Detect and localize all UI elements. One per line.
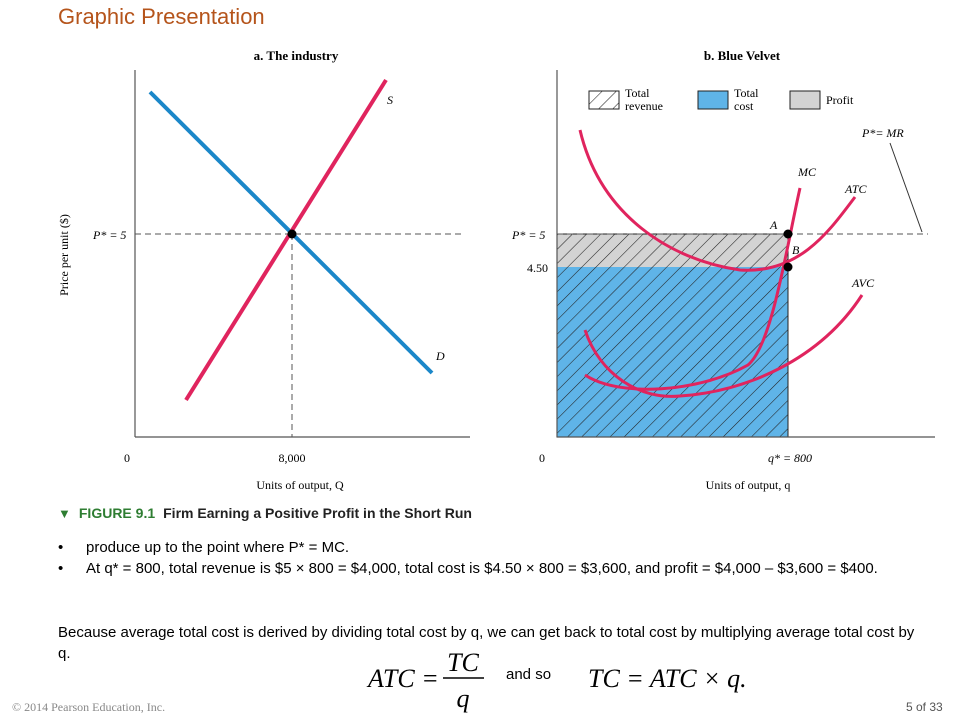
panel-b-q-label: q* = 800 [768, 451, 812, 465]
panel-a-y-label: Price per unit ($) [57, 214, 71, 296]
panel-a-equilibrium-point [287, 229, 297, 239]
bullet-item: • At q* = 800, total revenue is $5 × 800… [58, 558, 918, 579]
legend-swatch-profit [789, 90, 821, 110]
legend-profit: Profit [826, 93, 854, 107]
panel-b-atc-value: 4.50 [527, 261, 548, 275]
page-number: 5 of 33 [906, 700, 943, 714]
panel-b-origin: 0 [539, 451, 545, 465]
pmr-label: P*= MR [861, 126, 904, 140]
legend-swatch-total-revenue [588, 90, 620, 110]
supply-label: S [387, 93, 393, 107]
panel-a-origin: 0 [124, 451, 130, 465]
pmr-leader-line [889, 142, 923, 233]
explanation-paragraph: Because average total cost is derived by… [58, 624, 915, 662]
formula-result: TC = ATC × q. [588, 664, 747, 693]
panel-a: a. The industry Price per unit ($) P* = … [57, 48, 470, 492]
formula: ATC = TC q TC = ATC × q. [366, 648, 747, 713]
legend-total-revenue-line1: Total [625, 86, 650, 100]
panel-b-x-label: Units of output, q [706, 478, 791, 492]
avc-curve [583, 294, 864, 398]
legend-total-revenue-line2: revenue [625, 99, 663, 113]
figure-9-1: a. The industry Price per unit ($) P* = … [57, 48, 935, 492]
mc-curve [584, 187, 802, 391]
legend-total-cost-line1: Total [734, 86, 759, 100]
panel-b-price-label: P* = 5 [511, 228, 545, 242]
copyright: © 2014 Pearson Education, Inc. [12, 700, 166, 714]
bullet-list: • produce up to the point where P* = MC.… [58, 537, 918, 579]
panel-a-x-label: Units of output, Q [256, 478, 344, 492]
bullet-text: produce up to the point where P* = MC. [86, 539, 350, 556]
panel-b-title: b. Blue Velvet [704, 48, 781, 63]
slide-title: Graphic Presentation [58, 4, 265, 29]
atc-curve [578, 129, 857, 272]
panel-b: b. Blue Velvet Total revenue Total cost … [511, 48, 935, 492]
avc-label: AVC [851, 276, 875, 290]
total-revenue-hatch [556, 233, 789, 438]
bullet-text: At q* = 800, total revenue is $5 × 800 =… [86, 560, 878, 577]
caption-text: Firm Earning a Positive Profit in the Sh… [163, 505, 472, 521]
legend-swatch-total-cost [697, 90, 729, 110]
mc-label: MC [797, 165, 817, 179]
atc-label: ATC [844, 182, 868, 196]
legend-total-cost-line2: cost [734, 99, 754, 113]
demand-label: D [435, 349, 445, 363]
point-b [783, 262, 793, 272]
formula-numerator: TC [447, 648, 479, 677]
formula-connector: and so [506, 666, 552, 683]
formula-denominator: q [457, 684, 470, 713]
panel-a-q-label: 8,000 [279, 451, 306, 465]
point-a [783, 229, 793, 239]
panel-a-title: a. The industry [254, 48, 339, 63]
caption-triangle-icon: ▼ [58, 505, 71, 521]
figure-caption: ▼ FIGURE 9.1 Firm Earning a Positive Pro… [58, 505, 472, 521]
caption-number: FIGURE 9.1 [78, 505, 156, 521]
point-b-label: B [792, 243, 800, 257]
formula-lhs: ATC = [366, 664, 439, 693]
bullet-dot-icon: • [58, 539, 64, 556]
panel-a-price-label: P* = 5 [92, 228, 126, 242]
supply-curve [184, 78, 388, 402]
bullet-item: • produce up to the point where P* = MC. [58, 537, 918, 558]
bullet-dot-icon: • [58, 560, 64, 577]
point-a-label: A [769, 218, 778, 232]
